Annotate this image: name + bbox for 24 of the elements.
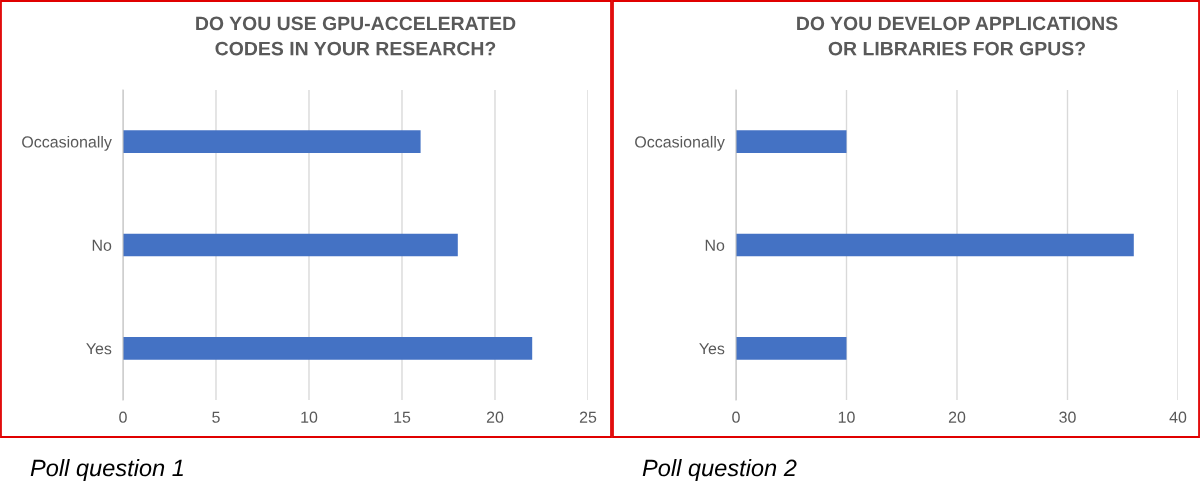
x-tick-label: 5 — [212, 411, 220, 423]
y-tick-label: Yes — [699, 343, 725, 355]
bar — [123, 233, 458, 257]
bar — [123, 130, 421, 154]
x-tick-label: 0 — [119, 411, 127, 423]
text: Poll question 1 — [30, 458, 183, 481]
x-tick-label: 20 — [486, 411, 504, 423]
bar — [123, 336, 533, 360]
x-tick-label: 25 — [579, 411, 597, 423]
y-tick-label: Occasionally — [635, 135, 725, 151]
x-tick-label: 0 — [732, 411, 740, 423]
x-tick-label: 10 — [838, 411, 855, 423]
x-tick-label: 10 — [301, 411, 318, 423]
text: Poll question 2 — [642, 458, 797, 481]
x-tick-label: 15 — [394, 411, 411, 423]
x-tick-label: 40 — [1169, 411, 1187, 423]
y-tick-label: No — [92, 239, 112, 251]
y-tick-label: Occasionally — [22, 135, 112, 151]
chart-title: DO YOU USE GPU-ACCELERATED CODES IN YOUR RESEARCH? — [196, 16, 516, 56]
x-tick-label: 20 — [948, 411, 966, 423]
y-tick-label: No — [705, 239, 725, 251]
y-tick-label: Yes — [86, 343, 112, 355]
x-tick-label: 30 — [1059, 411, 1076, 423]
chart-title: DO YOU DEVELOP APPLICATIONS OR LIBRARIES FOR GPUS? — [797, 16, 1118, 56]
